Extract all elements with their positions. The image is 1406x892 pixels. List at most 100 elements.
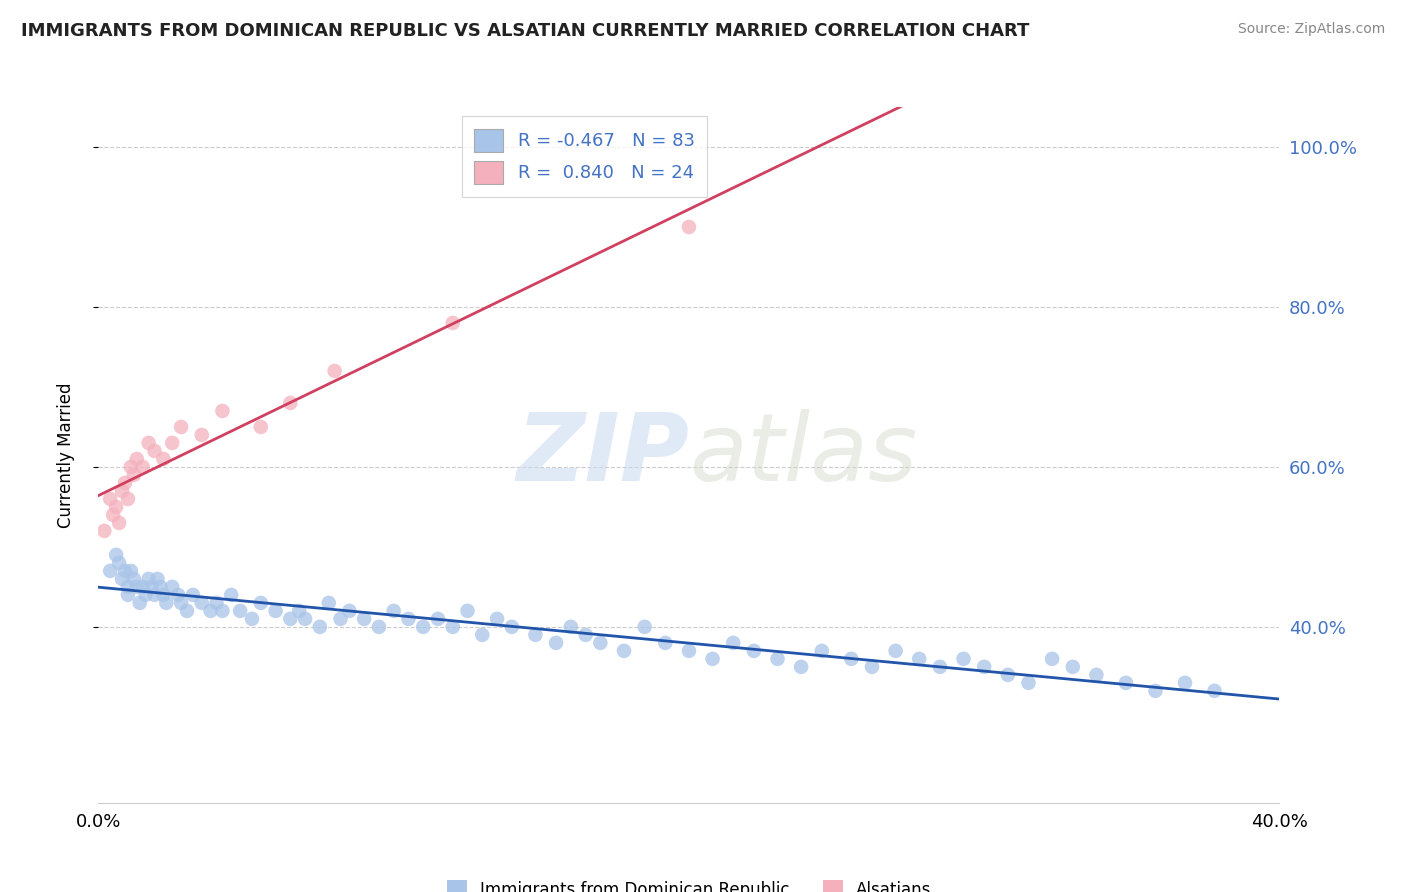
Point [1062, 660, 1084, 674]
Point [170, 420, 193, 434]
Point [146, 572, 169, 586]
Point [264, 604, 287, 618]
Point [141, 580, 163, 594]
Point [135, 588, 157, 602]
Point [501, 620, 523, 634]
Point [278, 612, 302, 626]
Point [997, 668, 1019, 682]
Point [654, 636, 676, 650]
Point [117, 588, 139, 602]
Point [288, 604, 311, 618]
Point [456, 604, 478, 618]
Point [790, 660, 813, 674]
Point [742, 644, 765, 658]
Point [546, 636, 568, 650]
Point [117, 580, 139, 594]
Text: ZIP: ZIP [516, 409, 689, 501]
Point [766, 652, 789, 666]
Point [108, 556, 131, 570]
Point [318, 596, 340, 610]
Point [702, 652, 724, 666]
Point [382, 604, 405, 618]
Point [111, 572, 134, 586]
Point [928, 660, 950, 674]
Point [339, 604, 360, 618]
Point [560, 620, 582, 634]
Point [1085, 668, 1108, 682]
Point [132, 580, 155, 594]
Point [524, 628, 547, 642]
Point [486, 612, 509, 626]
Point [353, 612, 375, 626]
Point [368, 620, 391, 634]
Point [884, 644, 907, 658]
Point [125, 580, 148, 594]
Point [294, 612, 316, 626]
Point [143, 444, 166, 458]
Point [152, 451, 174, 466]
Point [841, 652, 863, 666]
Point [191, 428, 214, 442]
Point [412, 620, 434, 634]
Point [143, 588, 166, 602]
Point [162, 580, 183, 594]
Point [149, 580, 172, 594]
Point [167, 588, 190, 602]
Point [240, 612, 263, 626]
Point [908, 652, 931, 666]
Point [120, 459, 142, 474]
Point [329, 612, 352, 626]
Point [105, 548, 128, 562]
Point [155, 596, 177, 610]
Point [122, 572, 145, 586]
Legend: Immigrants from Dominican Republic, Alsatians: Immigrants from Dominican Republic, Alsa… [440, 874, 938, 892]
Point [723, 636, 745, 650]
Text: IMMIGRANTS FROM DOMINICAN REPUBLIC VS ALSATIAN CURRENTLY MARRIED CORRELATION CHA: IMMIGRANTS FROM DOMINICAN REPUBLIC VS AL… [21, 22, 1029, 40]
Point [103, 508, 125, 522]
Text: Source: ZipAtlas.com: Source: ZipAtlas.com [1237, 22, 1385, 37]
Point [205, 596, 228, 610]
Point [952, 652, 974, 666]
Point [441, 620, 464, 634]
Text: atlas: atlas [689, 409, 917, 500]
Point [229, 604, 252, 618]
Point [211, 404, 233, 418]
Point [323, 364, 346, 378]
Point [117, 491, 139, 506]
Point [132, 459, 155, 474]
Point [250, 596, 273, 610]
Y-axis label: Currently Married: Currently Married [56, 382, 75, 528]
Point [120, 564, 142, 578]
Point [973, 660, 995, 674]
Point [1115, 676, 1137, 690]
Point [250, 420, 273, 434]
Point [278, 396, 302, 410]
Point [114, 564, 136, 578]
Point [105, 500, 128, 514]
Point [309, 620, 332, 634]
Point [122, 467, 145, 482]
Point [114, 475, 136, 490]
Point [98, 564, 121, 578]
Point [1144, 683, 1167, 698]
Point [810, 644, 832, 658]
Point [633, 620, 655, 634]
Point [93, 524, 115, 538]
Point [441, 316, 464, 330]
Point [125, 451, 148, 466]
Point [678, 644, 700, 658]
Point [1040, 652, 1063, 666]
Point [176, 604, 198, 618]
Point [98, 491, 121, 506]
Point [128, 596, 150, 610]
Point [589, 636, 612, 650]
Point [108, 516, 131, 530]
Point [574, 628, 596, 642]
Point [1017, 676, 1039, 690]
Point [111, 483, 134, 498]
Point [152, 588, 174, 602]
Point [138, 572, 160, 586]
Point [678, 219, 700, 234]
Point [471, 628, 494, 642]
Point [427, 612, 450, 626]
